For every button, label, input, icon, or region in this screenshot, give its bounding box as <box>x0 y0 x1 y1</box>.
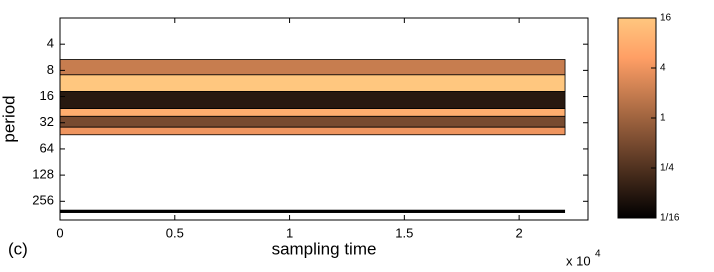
colorbar-tick-label: 1/16 <box>660 213 680 224</box>
y-tick-label: 32 <box>40 114 54 129</box>
y-tick-label: 16 <box>40 88 54 103</box>
y-tick-label: 8 <box>47 62 54 77</box>
colorbar <box>617 17 657 219</box>
x-multiplier: x 10 <box>566 253 591 268</box>
x-multiplier-exponent: 4 <box>595 249 601 260</box>
y-tick-label: 4 <box>47 36 54 51</box>
colorbar-tick-label: 4 <box>660 63 666 74</box>
contour-band <box>60 209 566 213</box>
y-tick-label: 256 <box>32 193 54 208</box>
y-axis-label: period <box>0 95 18 142</box>
colorbar-tick-label: 1 <box>660 113 666 124</box>
x-tick-label: 0 <box>56 225 63 240</box>
contour-band <box>59 59 566 76</box>
x-tick-label: 2 <box>516 225 523 240</box>
colorbar-tick-label: 1/4 <box>660 163 674 174</box>
plot-area <box>59 59 566 213</box>
contour-band <box>59 74 566 92</box>
plot-frame <box>59 17 589 221</box>
contour-band <box>59 108 566 117</box>
contour-band <box>59 115 566 128</box>
x-tick-label: 0.5 <box>166 225 184 240</box>
panel-label: (c) <box>8 239 28 258</box>
y-tick-label: 64 <box>40 140 54 155</box>
y-tick-label: 128 <box>32 167 54 182</box>
x-axis-label: sampling time <box>272 239 377 258</box>
colorbar-tick-label: 16 <box>660 13 672 24</box>
contour-band <box>59 91 566 109</box>
contour-band <box>59 126 566 136</box>
x-tick-label: 1 <box>286 225 293 240</box>
x-tick-label: 1.5 <box>395 225 413 240</box>
